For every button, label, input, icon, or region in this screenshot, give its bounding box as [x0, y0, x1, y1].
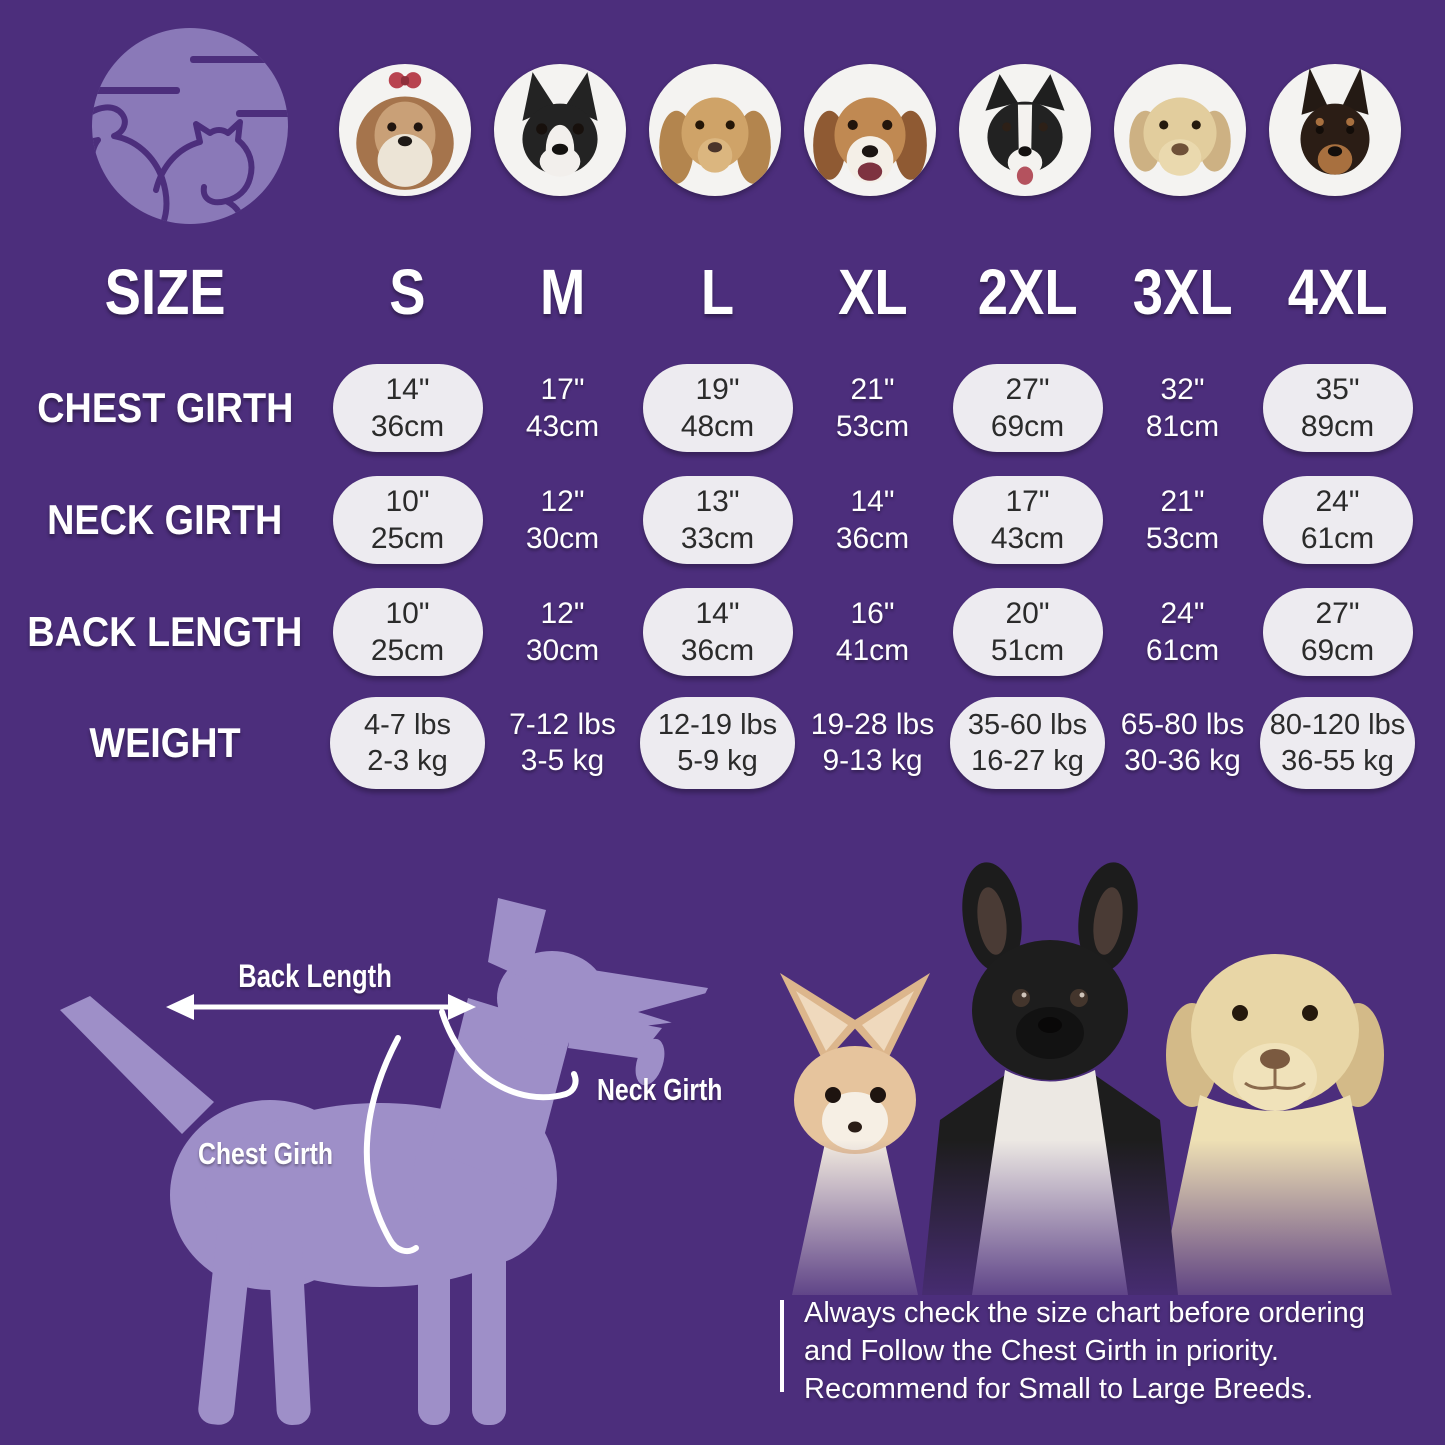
- photo-fade-overlay: [728, 1140, 1445, 1355]
- cell-chest-3xl: 32" 81cm: [1145, 373, 1220, 443]
- cell-weight-l: 12-19 lbs 5-9 kg: [640, 697, 795, 789]
- size-4xl: 4XL: [1287, 256, 1388, 328]
- size-3xl: 3XL: [1132, 256, 1233, 328]
- chest-girth-label: Chest Girth: [198, 1136, 334, 1171]
- note-accent-bar: [780, 1300, 784, 1392]
- note-line-3: Recommend for Small to Large Breeds.: [804, 1373, 1314, 1405]
- cell-neck-4xl: 24" 61cm: [1262, 476, 1413, 564]
- size-header-row: SIZE S M L XL 2XL 3XL 4XL: [0, 250, 1445, 334]
- size-2xl: 2XL: [977, 256, 1078, 328]
- cell-weight-3xl: 65-80 lbs 30-36 kg: [1120, 708, 1245, 777]
- neck-girth-label: Neck Girth: [597, 1072, 723, 1107]
- table-row-weight: WEIGHT 4-7 lbs 2-3 kg 7-12 lbs 3-5 kg 12-1…: [0, 697, 1445, 789]
- cell-chest-xl: 21" 53cm: [835, 373, 910, 443]
- cell-chest-l: 19" 48cm: [642, 364, 793, 452]
- cell-weight-2xl: 35-60 lbs 16-27 kg: [950, 697, 1105, 789]
- dog-photo-beagle: [803, 64, 936, 196]
- size-m: M: [539, 256, 586, 328]
- size-xl: XL: [837, 256, 908, 328]
- cell-back-m: 12" 30cm: [525, 597, 600, 667]
- note-line-2: and Follow the Chest Girth in priority.: [804, 1335, 1279, 1367]
- cell-back-s: 10" 25cm: [332, 588, 483, 676]
- cell-weight-4xl: 80-120 lbs 36-55 kg: [1260, 697, 1415, 789]
- breed-photo-row: [327, 64, 1412, 196]
- row-label-chest-girth: CHEST GIRTH: [36, 384, 294, 431]
- cell-weight-s: 4-7 lbs 2-3 kg: [330, 697, 485, 789]
- row-label-weight: WEIGHT: [89, 719, 241, 766]
- size-s: S: [389, 256, 426, 328]
- dog-photo-border-collie: [958, 64, 1091, 196]
- cell-neck-m: 12" 30cm: [525, 485, 600, 555]
- note-line-1: Always check the size chart before order…: [804, 1297, 1365, 1329]
- cell-back-xl: 16" 41cm: [835, 597, 910, 667]
- cell-neck-l: 13" 33cm: [642, 476, 793, 564]
- dog-photo-labrador: [1113, 64, 1246, 196]
- dog-photo-shih-tzu: [338, 64, 471, 196]
- cell-weight-xl: 19-28 lbs 9-13 kg: [810, 708, 935, 777]
- cell-chest-2xl: 27" 69cm: [952, 364, 1103, 452]
- cell-neck-s: 10" 25cm: [332, 476, 483, 564]
- cell-weight-m: 7-12 lbs 3-5 kg: [509, 708, 616, 777]
- table-row-back-length: BACK LENGTH 10" 25cm 12" 30cm 14" 36cm 16" 4…: [0, 586, 1445, 678]
- dog-photo-boston-terrier: [493, 64, 626, 196]
- row-label-neck-girth: NECK GIRTH: [47, 496, 283, 543]
- cell-back-3xl: 24" 61cm: [1145, 597, 1220, 667]
- back-length-label: Back Length: [238, 958, 392, 994]
- table-row-chest-girth: CHEST GIRTH 14" 36cm 17" 43cm 19" 48cm 21" 5…: [0, 362, 1445, 454]
- cell-chest-4xl: 35" 89cm: [1262, 364, 1413, 452]
- dog-and-cat-logo-icon: [92, 28, 288, 224]
- cell-neck-3xl: 21" 53cm: [1145, 485, 1220, 555]
- size-l: L: [700, 256, 735, 328]
- dog-photo-doberman: [1268, 64, 1401, 196]
- size-title: SIZE: [104, 256, 226, 328]
- row-label-back-length: BACK LENGTH: [27, 608, 303, 655]
- cell-back-2xl: 20" 51cm: [952, 588, 1103, 676]
- dog-photo-cocker-spaniel: [648, 64, 781, 196]
- cell-chest-m: 17" 43cm: [525, 373, 600, 443]
- dog-measurement-diagram: [60, 898, 710, 1425]
- sizing-note: Always check the size chart before order…: [780, 1294, 1440, 1408]
- cell-back-4xl: 27" 69cm: [1262, 588, 1413, 676]
- cell-neck-2xl: 17" 43cm: [952, 476, 1103, 564]
- cell-back-l: 14" 36cm: [642, 588, 793, 676]
- table-row-neck-girth: NECK GIRTH 10" 25cm 12" 30cm 13" 33cm 14" 36…: [0, 474, 1445, 566]
- cell-chest-s: 14" 36cm: [332, 364, 483, 452]
- cell-neck-xl: 14" 36cm: [835, 485, 910, 555]
